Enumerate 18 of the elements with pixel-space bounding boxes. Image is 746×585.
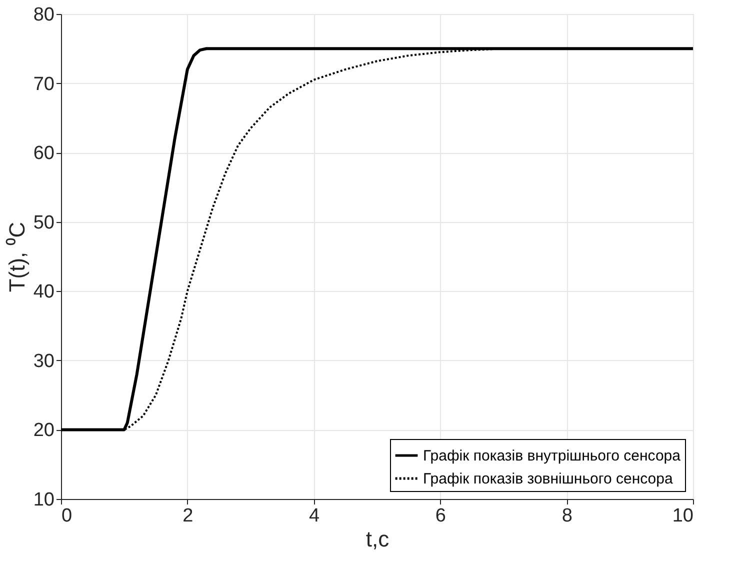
y-tick-label: 30 [33, 350, 54, 372]
y-tick-label: 60 [33, 143, 54, 164]
y-tick-label: 20 [33, 420, 54, 442]
x-axis-title: t,c [366, 526, 390, 552]
y-tick-label: 70 [33, 74, 54, 95]
x-tick-label: 4 [309, 506, 320, 526]
y-axis-title: T(t), ⁰C [4, 222, 30, 292]
x-tick-label: 0 [62, 506, 72, 526]
legend-label: Графік показів зовнішнього сенсора [423, 470, 674, 488]
y-tick-label: 10 [33, 490, 54, 510]
x-tick-label: 6 [435, 506, 446, 526]
legend-label: Графік показів внутрішнього сенсора [423, 448, 682, 464]
y-tick-label: 40 [33, 282, 54, 303]
x-tick-label: 10 [672, 506, 694, 526]
x-tick-label: 8 [562, 506, 572, 526]
y-tick-label: 80 [33, 4, 54, 26]
x-tick-label: 2 [182, 506, 194, 526]
y-tick-label: 50 [33, 212, 54, 234]
